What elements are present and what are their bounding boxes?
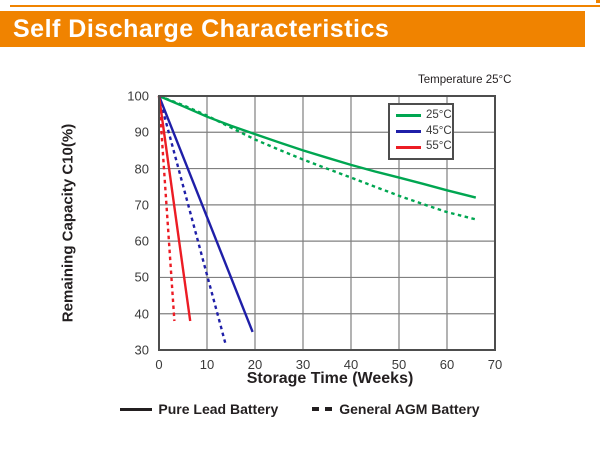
x-tick-label: 50 (391, 357, 407, 372)
series-line (158, 94, 477, 221)
corner-mark (596, 0, 600, 3)
x-tick-label: 0 (155, 357, 163, 372)
series-line (157, 95, 176, 322)
line-style-legend: Pure Lead Battery General AGM Battery (0, 401, 600, 417)
series-line (157, 95, 227, 344)
page-title: Self Discharge Characteristics (13, 14, 390, 43)
x-tick-label: 30 (295, 357, 311, 372)
legend-item-label: 45°C (426, 124, 452, 137)
top-rule-divider (10, 5, 600, 7)
legend-line-sample (396, 145, 421, 149)
plot-border (158, 95, 496, 351)
x-axis-title: Storage Time (Weeks) (246, 370, 414, 387)
y-tick-label: 90 (134, 124, 149, 140)
y-tick-label: 80 (134, 161, 149, 177)
legend-item-label: 55°C (426, 140, 452, 153)
x-tick-label: 20 (247, 357, 263, 372)
x-tick-label: 10 (199, 357, 215, 372)
legend-item: 25°C (396, 110, 452, 122)
header-bar: Self Discharge Characteristics (0, 11, 585, 47)
y-tick-label: 30 (134, 342, 149, 358)
x-tick-label: 70 (487, 357, 503, 372)
legend-item: 55°C (396, 141, 452, 153)
y-tick-label: 60 (134, 233, 149, 249)
pure-lead-label: Pure Lead Battery (158, 401, 279, 417)
y-tick-label: 100 (127, 88, 149, 104)
y-tick-label: 70 (134, 197, 149, 213)
y-tick-label: 50 (134, 269, 149, 285)
legend-item-label: 25°C (426, 109, 452, 122)
legend-line-sample (396, 114, 421, 118)
series-line (157, 95, 192, 322)
legend-entry-agm: General AGM Battery (312, 401, 480, 417)
series-line (157, 95, 254, 333)
legend-item: 45°C (396, 124, 452, 138)
y-tick-label: 40 (134, 306, 149, 322)
x-tick-label: 60 (439, 357, 455, 372)
y-axis-title: Remaining Capacity C10(%) (59, 123, 77, 323)
legend-entry-pure-lead: Pure Lead Battery (120, 401, 278, 417)
temperature-legend-box: 25°C 45°C 55°C (388, 103, 454, 160)
temperature-note: Temperature 25°C (418, 74, 512, 86)
dashed-line-sample (312, 407, 334, 411)
agm-label: General AGM Battery (339, 401, 480, 417)
x-tick-label: 40 (343, 357, 359, 372)
legend-line-sample (396, 129, 421, 133)
solid-line-sample (120, 407, 153, 411)
